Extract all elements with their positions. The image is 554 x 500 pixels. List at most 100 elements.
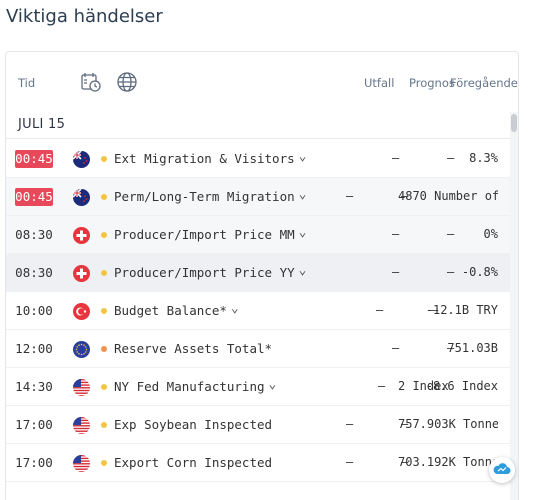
- chevron-down-icon[interactable]: ⌄: [298, 187, 307, 202]
- switzerland-flag-icon: [73, 265, 90, 282]
- actual-column-header[interactable]: Utfall: [364, 76, 395, 90]
- usa-flag-icon: [73, 379, 90, 396]
- scrollbar-thumb[interactable]: [511, 114, 517, 132]
- actual-value: –: [392, 265, 400, 279]
- event-time: 17:00: [15, 417, 53, 432]
- actual-value: –: [346, 455, 354, 469]
- event-name[interactable]: Producer/Import Price YY ⌄: [114, 263, 307, 281]
- event-name[interactable]: Perm/Long-Term Migration ⌄: [114, 187, 307, 205]
- chevron-down-icon[interactable]: ⌄: [230, 301, 239, 316]
- usa-flag-icon: [73, 417, 90, 434]
- event-row[interactable]: 10:00 Budget Balance* ⌄ – – -12.1B TRY: [6, 292, 510, 330]
- chevron-down-icon[interactable]: ⌄: [298, 263, 307, 278]
- event-time: 00:45: [15, 150, 53, 168]
- event-name-label: NY Fed Manufacturing: [114, 379, 265, 394]
- event-name-label: Producer/Import Price MM: [114, 227, 295, 242]
- date-group-label: JULI 15: [18, 117, 66, 132]
- chevron-down-icon[interactable]: ⌄: [268, 377, 277, 392]
- previous-value: 751.03B: [447, 341, 498, 355]
- turkey-flag-icon: [73, 303, 90, 320]
- previous-value: -8.6 Index: [425, 379, 498, 393]
- impact-indicator: [101, 346, 107, 352]
- event-time: 08:30: [15, 227, 53, 242]
- eu-flag-icon: [73, 341, 90, 358]
- time-column-label: Tid: [18, 76, 36, 90]
- forecast-value: 2 Index: [398, 379, 449, 393]
- forecast-value: –: [401, 455, 409, 469]
- event-name[interactable]: Budget Balance* ⌄: [114, 301, 239, 319]
- actual-value: –: [392, 341, 400, 355]
- previous-value: 4870 Number of: [398, 189, 498, 203]
- forecast-value: –: [431, 303, 439, 317]
- actual-value: –: [346, 189, 354, 203]
- chevron-down-icon[interactable]: ⌄: [298, 225, 307, 240]
- event-row[interactable]: 00:45 Ext Migration & Visitors ⌄ – –8.3%: [6, 140, 510, 178]
- event-row[interactable]: 17:00 Export Corn Inspected – –703.192K Ton…: [6, 444, 510, 482]
- new-zealand-flag-icon: [73, 189, 90, 206]
- event-name[interactable]: Exp Soybean Inspected: [114, 417, 272, 432]
- event-time: 08:30: [15, 265, 53, 280]
- event-name-label: Producer/Import Price YY: [114, 265, 295, 280]
- event-name[interactable]: Export Corn Inspected: [114, 455, 272, 470]
- previous-column-header[interactable]: Föregående: [450, 76, 518, 90]
- event-name-label: Reserve Assets Total*: [114, 341, 273, 356]
- calendar-header: Tid Utfall Prognos Föregående: [6, 52, 518, 112]
- event-name[interactable]: NY Fed Manufacturing ⌄: [114, 377, 277, 395]
- impact-indicator: [101, 270, 107, 276]
- event-name-label: Ext Migration & Visitors: [114, 151, 295, 166]
- event-row[interactable]: 14:30 NY Fed Manufacturing ⌄ –2 Index -8.6 I…: [6, 368, 510, 406]
- calendar-clock-icon[interactable]: [79, 70, 103, 94]
- events-list: 00:45 Ext Migration & Visitors ⌄ – –8.3% 00:4…: [6, 140, 510, 482]
- forecast-value: –: [447, 265, 455, 279]
- globe-icon[interactable]: [115, 70, 139, 94]
- actual-value: –: [346, 417, 354, 431]
- page-title: Viktiga händelser: [6, 6, 163, 27]
- forecast-value: –: [447, 151, 455, 165]
- actual-value: –: [378, 379, 386, 393]
- impact-indicator: [101, 308, 107, 314]
- chevron-down-icon[interactable]: ⌄: [298, 149, 307, 164]
- actual-value: –: [392, 227, 400, 241]
- event-row[interactable]: 17:00 Exp Soybean Inspected – –757.903K Ton…: [6, 406, 510, 444]
- forecast-value: –: [401, 189, 409, 203]
- event-row[interactable]: 08:30 Producer/Import Price YY ⌄ – – -0.8%: [6, 254, 510, 292]
- event-row[interactable]: 08:30 Producer/Import Price MM ⌄ – – 0%: [6, 216, 510, 254]
- event-name-label: Perm/Long-Term Migration: [114, 189, 295, 204]
- event-row[interactable]: 12:00 Reserve Assets Total* – –751.03B: [6, 330, 510, 368]
- event-time: 14:30: [15, 379, 53, 394]
- event-time: 17:00: [15, 455, 53, 470]
- impact-indicator: [101, 460, 107, 466]
- previous-value: 703.192K Tonne: [398, 455, 498, 469]
- forecast-value: –: [401, 417, 409, 431]
- events-calendar-widget: Tid Utfall Prognos Föregående JULI 15 0: [5, 51, 519, 500]
- impact-indicator: [101, 384, 107, 390]
- event-name-label: Export Corn Inspected: [114, 455, 273, 470]
- event-time: 10:00: [15, 303, 53, 318]
- previous-value: -12.1B TRY: [425, 303, 498, 317]
- actual-value: –: [392, 151, 400, 165]
- event-row[interactable]: 00:45 Perm/Long-Term Migration ⌄ – –4870 Num…: [6, 178, 510, 216]
- forecast-value: –: [447, 227, 455, 241]
- previous-value: 757.903K Tonne: [398, 417, 498, 431]
- previous-value: 0%: [483, 227, 498, 241]
- impact-indicator: [101, 422, 107, 428]
- date-group-header: JULI 15: [6, 112, 510, 139]
- previous-value: -0.8%: [461, 265, 498, 279]
- new-zealand-flag-icon: [73, 151, 90, 168]
- event-time: 12:00: [15, 341, 53, 356]
- actual-value: –: [376, 303, 384, 317]
- previous-value: 8.3%: [469, 151, 498, 165]
- event-time: 00:45: [15, 188, 53, 206]
- usa-flag-icon: [73, 455, 90, 472]
- cloud-chat-button[interactable]: [489, 457, 515, 483]
- impact-indicator: [101, 232, 107, 238]
- event-name[interactable]: Ext Migration & Visitors ⌄: [114, 149, 307, 167]
- impact-indicator: [101, 156, 107, 162]
- event-name-label: Exp Soybean Inspected: [114, 417, 273, 432]
- event-name-label: Budget Balance*: [114, 303, 227, 318]
- event-name[interactable]: Reserve Assets Total*: [114, 341, 272, 356]
- event-name[interactable]: Producer/Import Price MM ⌄: [114, 225, 307, 243]
- forecast-value: –: [447, 341, 455, 355]
- forecast-column-header[interactable]: Prognos: [409, 76, 455, 90]
- scrollbar[interactable]: [510, 112, 518, 500]
